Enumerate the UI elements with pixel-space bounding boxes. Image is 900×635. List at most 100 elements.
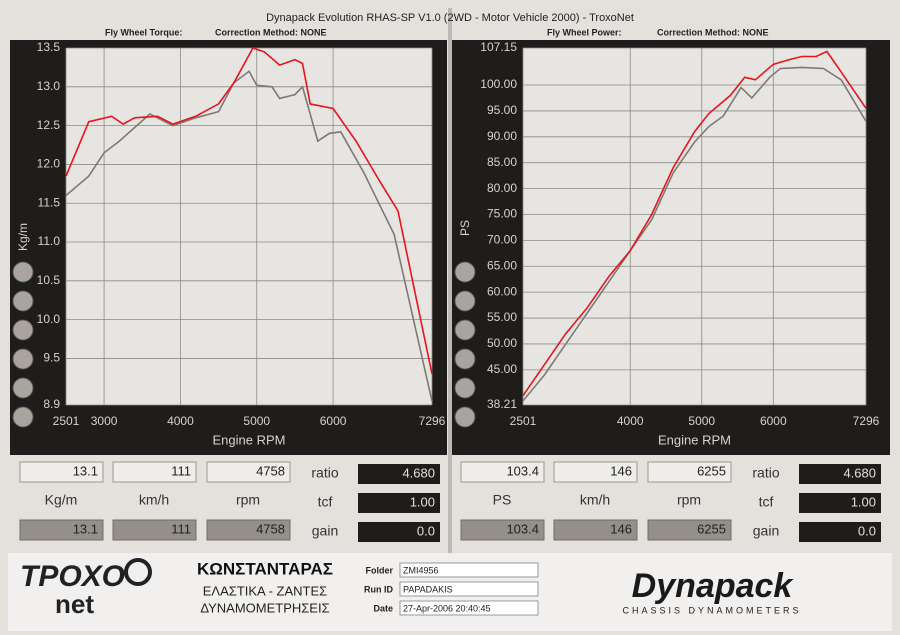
x-tick-label: 3000: [91, 414, 118, 428]
side-value: 0.0: [858, 523, 876, 538]
y-tick-label: 70.00: [487, 233, 517, 247]
readout-value: 146: [610, 521, 632, 536]
side-label: ratio: [311, 465, 338, 481]
y-tick-label: 9.5: [43, 351, 60, 365]
y-tick-label: 12.5: [37, 118, 61, 132]
side-button: [12, 290, 34, 312]
readout-box-shaded: [19, 519, 104, 541]
side-button: [454, 406, 476, 428]
y-axis-title: PS: [458, 220, 472, 236]
side-button: [12, 348, 34, 370]
series-line: [522, 66, 867, 402]
side-button: [454, 261, 476, 283]
y-tick-label: 10.0: [37, 312, 61, 326]
readout-box-shaded: [206, 519, 291, 541]
y-tick-label: 12.0: [37, 157, 61, 171]
x-tick-label: 2501: [510, 414, 537, 428]
side-label: tcf: [318, 494, 333, 510]
chart-subtitle: Correction Method: NONE: [215, 27, 327, 37]
series-line: [65, 70, 433, 402]
readout-box: [112, 461, 197, 483]
date-label: Date: [373, 603, 393, 613]
fold: [448, 8, 452, 553]
x-axis-title: Engine RPM: [658, 432, 731, 447]
y-tick-label: 13.0: [37, 79, 61, 93]
readout-box-shaded: [647, 519, 732, 541]
x-axis-title: Engine RPM: [213, 432, 286, 447]
series-line: [522, 50, 867, 397]
y-tick-label: 95.00: [487, 103, 517, 117]
readout-value: 6255: [697, 521, 726, 536]
side-button: [454, 377, 476, 399]
x-tick-label: 7296: [419, 414, 446, 428]
y-tick-label: 90.00: [487, 129, 517, 143]
side-value: 4.680: [402, 465, 435, 480]
y-tick-label: 45.00: [487, 362, 517, 376]
readout-box: [647, 461, 732, 483]
readout-value: 103.4: [506, 521, 539, 536]
run-id-label: Run ID: [364, 584, 393, 594]
side-box: [799, 464, 881, 484]
y-tick-label: 11.0: [38, 234, 61, 248]
series-line: [65, 47, 433, 375]
y-tick-label: 10.5: [37, 273, 61, 287]
logo-troxo: ΤΡΟΧΟ: [20, 560, 125, 593]
readout-value: 13.1: [73, 463, 98, 478]
dynapack-sub: CHASSIS DYNAMOMETERS: [622, 605, 801, 615]
readout-box-shaded: [460, 519, 545, 541]
company: ΚΩΝΣΤΑΝΤΑΡΑΣ: [197, 559, 333, 578]
readout-box: [19, 461, 104, 483]
logo-net: net: [55, 589, 94, 619]
run-id-box: [399, 581, 539, 597]
y-tick-label: 11.5: [38, 195, 61, 209]
side-value: 0.0: [417, 523, 435, 538]
unit-label: km/h: [139, 492, 169, 508]
side-label: ratio: [752, 465, 779, 481]
side-button: [454, 290, 476, 312]
side-button: [12, 261, 34, 283]
x-tick-label: 6000: [320, 414, 347, 428]
readout-box: [206, 461, 291, 483]
side-box: [358, 522, 440, 542]
side-box: [358, 493, 440, 513]
x-tick-label: 4000: [617, 414, 644, 428]
y-tick-label: 60.00: [487, 284, 517, 298]
chart-title: Fly Wheel Torque:: [105, 27, 182, 37]
plot-area: [66, 48, 432, 405]
folder: ZMI4956: [403, 565, 439, 575]
x-tick-label: 4000: [167, 414, 194, 428]
unit-label: rpm: [677, 492, 701, 508]
y-tick-label: 107.15: [480, 40, 517, 54]
plot-area: [523, 48, 866, 405]
company-line1: ΕΛΑΣΤΙΚΑ - ΖΑΝΤΕΣ: [203, 583, 327, 598]
side-box: [799, 522, 881, 542]
side-box: [799, 493, 881, 513]
readout-value: 111: [171, 521, 191, 536]
side-button: [12, 377, 34, 399]
readout-value: 4758: [256, 521, 285, 536]
readout-box: [553, 461, 638, 483]
side-label: gain: [753, 523, 779, 539]
unit-label: km/h: [580, 492, 610, 508]
x-tick-label: 6000: [760, 414, 787, 428]
y-tick-label: 65.00: [487, 258, 517, 272]
x-tick-label: 7296: [853, 414, 880, 428]
page-title: Dynapack Evolution RHAS-SP V1.0 (2WD - M…: [266, 12, 634, 24]
y-tick-label: 8.9: [43, 397, 60, 411]
chart-subtitle: Correction Method: NONE: [657, 27, 769, 37]
y-axis-title: Kg/m: [16, 223, 30, 251]
folder-label: Folder: [365, 565, 393, 575]
y-tick-label: 38.21: [487, 397, 517, 411]
logo-wheel: [124, 558, 152, 586]
unit-label: rpm: [236, 492, 260, 508]
side-box: [358, 464, 440, 484]
x-tick-label: 2501: [53, 414, 80, 428]
side-label: tcf: [759, 494, 774, 510]
readout-box: [460, 461, 545, 483]
readout-value: 111: [171, 463, 191, 478]
y-tick-label: 80.00: [487, 181, 517, 195]
side-label: gain: [312, 523, 338, 539]
side-button: [12, 319, 34, 341]
y-tick-label: 75.00: [487, 207, 517, 221]
